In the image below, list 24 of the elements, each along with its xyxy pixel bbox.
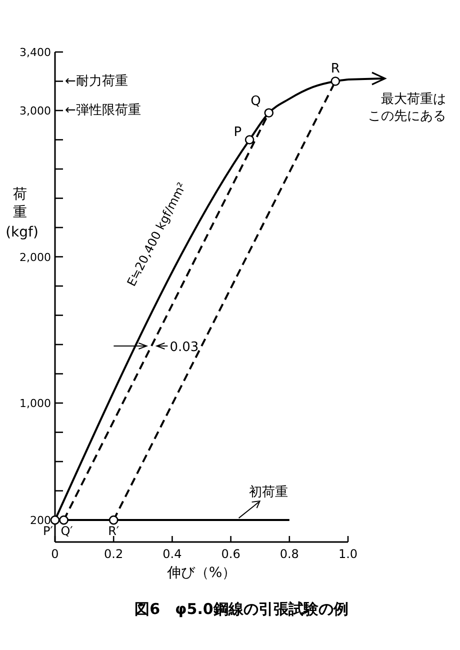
x-tick-label: 0.4 (162, 547, 182, 561)
x-tick-label: 0.6 (221, 547, 240, 561)
y-tick-label: 2,000 (20, 250, 51, 264)
annotation: R′ (108, 524, 120, 538)
y-axis-title: 荷重 (kgf) (6, 186, 38, 240)
text: 最大荷重は (381, 92, 446, 107)
annotation: 初荷重 (248, 485, 288, 500)
x-axis-title: 伸び（%） (166, 565, 236, 581)
annotation: Q (250, 94, 261, 109)
y-tick-label: 3,000 (20, 104, 51, 118)
text: 図6 φ5.0鋼線の引張試験の例 (134, 600, 348, 618)
annotation: P (234, 124, 242, 140)
text: この先にある (368, 109, 446, 124)
annotation: R (330, 61, 340, 76)
x-tick-label: 1.0 (338, 547, 358, 561)
x-tick-label: 0.2 (104, 547, 124, 561)
annotation: 0.03 (170, 340, 199, 355)
annotation: ←耐力荷重 (65, 74, 128, 89)
x-tick-label: 0.8 (280, 547, 299, 561)
annotation: Q′ (60, 524, 74, 538)
annotation: ←弾性限荷重 (65, 103, 141, 118)
y-tick-label: 3,400 (20, 46, 51, 59)
x-tick-label: 0 (51, 547, 59, 561)
y-tick-label: 1,000 (20, 397, 51, 410)
